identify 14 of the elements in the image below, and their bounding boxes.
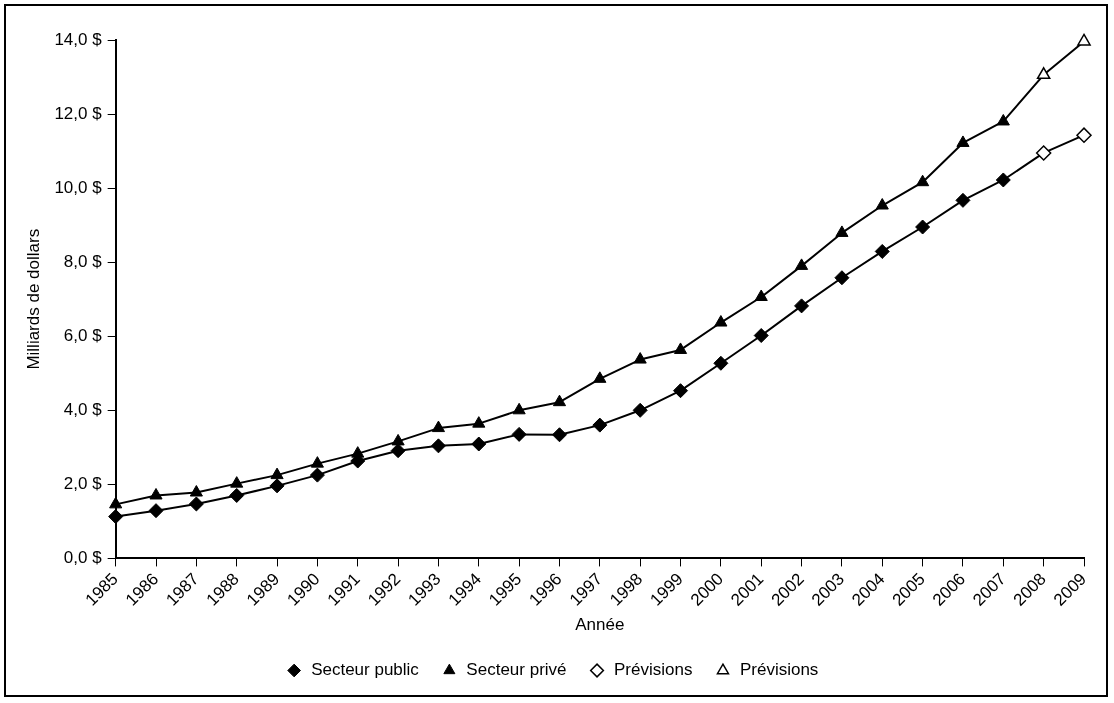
y-tick-label: 10,0 $ [54, 177, 103, 197]
x-axis-title: Année [575, 615, 625, 635]
legend-label: Secteur privé [466, 660, 567, 680]
y-tick-label: 4,0 $ [63, 400, 103, 419]
legend-label: Prévisions [739, 660, 819, 680]
y-tick-label: 8,0 $ [63, 251, 103, 271]
y-tick-label: 2,0 $ [63, 474, 103, 494]
y-tick-label: 14,0 $ [54, 29, 103, 49]
y-tick-label: 0,0 $ [63, 548, 103, 568]
y-tick-label: 6,0 $ [63, 325, 103, 345]
y-tick-label: 12,0 $ [54, 103, 103, 123]
y-axis-title: Milliards de dollars [23, 228, 43, 370]
legend-label: Prévisions [614, 660, 693, 680]
legend-label: Secteur public [311, 660, 420, 680]
